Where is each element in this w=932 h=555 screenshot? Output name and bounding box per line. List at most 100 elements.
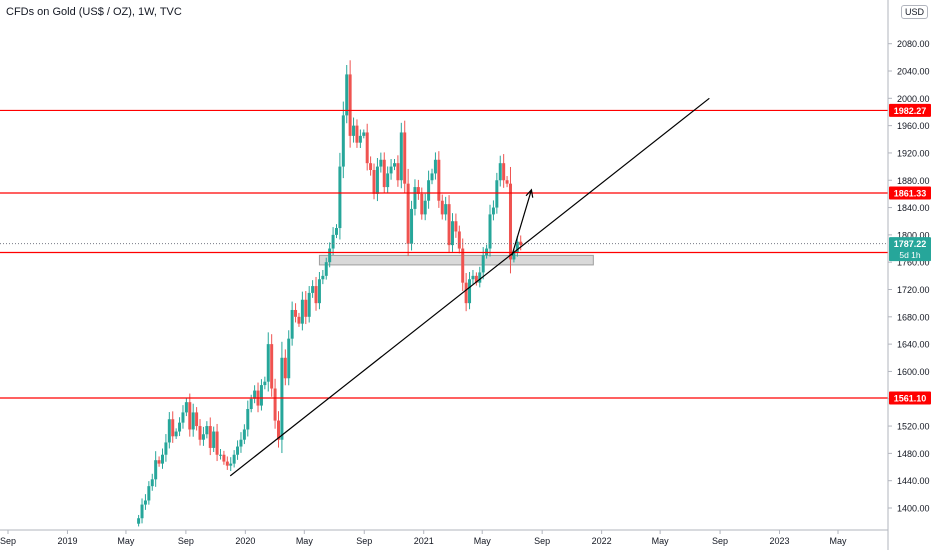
candle-body: [437, 159, 441, 201]
candle-body: [386, 173, 390, 188]
candle-body: [478, 272, 482, 283]
y-tick-label: 2000.00: [897, 94, 930, 104]
candle-body: [474, 275, 478, 283]
candle-body: [137, 518, 141, 524]
candle-body: [198, 426, 202, 440]
candle-body: [174, 431, 178, 437]
candle-body: [140, 504, 144, 519]
candle-body: [266, 344, 270, 382]
candle-body: [502, 163, 506, 181]
candle-body: [423, 200, 427, 215]
candle-body: [488, 214, 492, 249]
candle-body: [464, 282, 468, 304]
candle-body: [420, 193, 424, 215]
arrow-head: [525, 188, 534, 198]
y-tick-label: 1640.00: [897, 340, 930, 350]
x-tick-label: May: [296, 536, 314, 546]
candle-body: [433, 159, 437, 174]
candle-body: [147, 486, 151, 501]
trendline[interactable]: [229, 97, 710, 477]
y-tick-label: 1800.00: [897, 230, 930, 240]
candle-body: [416, 187, 420, 194]
candle-body: [396, 163, 400, 181]
candle-body: [164, 442, 168, 455]
candle-body: [382, 159, 386, 188]
candle-body: [171, 419, 175, 437]
candle-body: [218, 454, 222, 456]
candle-body: [519, 241, 523, 246]
candle-body: [447, 204, 451, 246]
level-price-label: 1982.27: [894, 106, 927, 116]
x-tick-label: 2019: [57, 536, 77, 546]
candle-body: [505, 180, 509, 184]
candle-body: [321, 275, 325, 280]
currency-badge[interactable]: USD: [901, 5, 929, 19]
candle-body: [331, 234, 335, 249]
y-tick-label: 1480.00: [897, 449, 930, 459]
candle-body: [512, 251, 516, 260]
candle-body: [283, 357, 287, 379]
candle-body: [498, 163, 502, 181]
candle-body: [471, 275, 475, 280]
candle-body: [150, 479, 154, 487]
level-price-badge: [889, 103, 931, 117]
x-tick-label: Sep: [534, 536, 550, 546]
y-tick-label: 1840.00: [897, 203, 930, 213]
candle-body: [229, 463, 233, 466]
candle-body: [379, 159, 383, 167]
projection-arrow[interactable]: [511, 189, 533, 256]
candle-body: [276, 420, 280, 440]
candle-body: [444, 204, 448, 215]
candle-body: [399, 132, 403, 181]
candle-body: [154, 460, 158, 480]
y-tick-label: 1720.00: [897, 285, 930, 295]
candle-body: [468, 279, 472, 304]
candle-body: [225, 461, 229, 466]
candle-body: [454, 221, 458, 232]
x-tick-label: May: [117, 536, 135, 546]
candle-body: [208, 426, 212, 448]
candle-body: [157, 460, 161, 464]
support-zone[interactable]: [318, 254, 594, 266]
candle-body: [287, 338, 291, 379]
candle-body: [328, 248, 332, 263]
bar-countdown-label: 5d 1h: [899, 250, 921, 260]
x-tick-label: 2022: [592, 536, 612, 546]
candle-body: [215, 431, 219, 455]
candle-body: [345, 74, 349, 116]
candle-body: [143, 500, 147, 505]
candle-body: [290, 309, 294, 339]
y-tick-label: 1960.00: [897, 121, 930, 131]
y-tick-label: 1600.00: [897, 367, 930, 377]
y-tick-label: 2040.00: [897, 67, 930, 77]
candle-body: [410, 208, 414, 244]
y-tick-label: 1520.00: [897, 422, 930, 432]
candle-body: [300, 299, 304, 324]
candle-body: [297, 316, 301, 324]
candle-body: [201, 434, 205, 440]
candle-body: [307, 292, 311, 317]
candle-body: [270, 344, 274, 389]
y-tick-label: 1400.00: [897, 504, 930, 514]
candle-body: [184, 402, 188, 413]
candle-body: [369, 163, 373, 171]
x-tick-label: Sep: [0, 536, 16, 546]
candle-body: [389, 166, 393, 174]
candle-body: [222, 454, 226, 462]
candle-body: [495, 180, 499, 208]
candle-body: [259, 385, 263, 406]
x-tick-label: 2020: [235, 536, 255, 546]
candle-body: [403, 132, 407, 184]
candle-body: [491, 207, 495, 215]
candle-body: [358, 135, 362, 143]
y-tick-label: 1880.00: [897, 176, 930, 186]
y-tick-label: 1920.00: [897, 148, 930, 158]
y-tick-label: 2080.00: [897, 39, 930, 49]
candle-body: [450, 221, 454, 246]
current-price-badge: [889, 237, 931, 262]
x-tick-label: Sep: [712, 536, 728, 546]
candle-body: [249, 398, 253, 409]
candle-body: [232, 454, 236, 464]
